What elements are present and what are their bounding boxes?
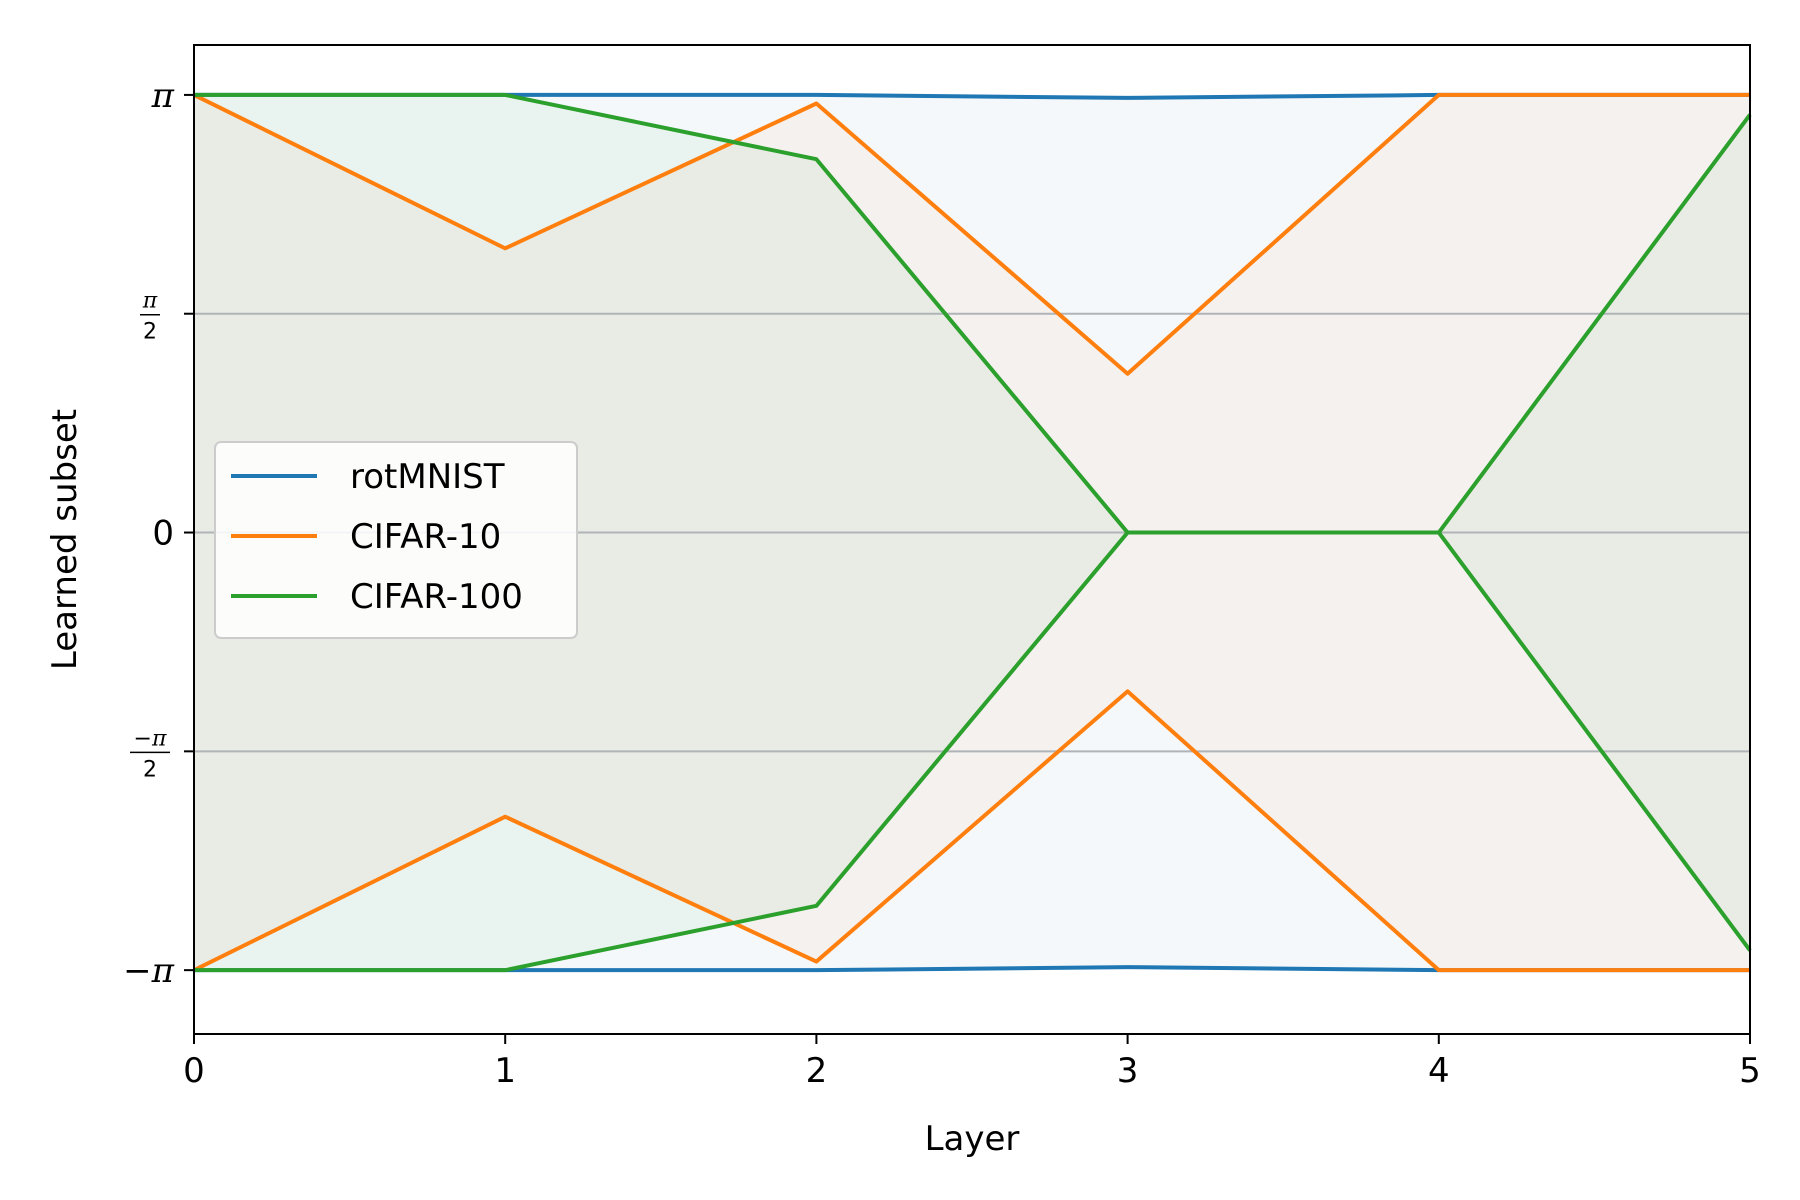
x-tick-label-6: 5 xyxy=(1739,1051,1761,1091)
y-tick-label-3: 0 xyxy=(152,514,174,554)
y-tick-label-5: −π xyxy=(123,951,175,991)
axes-layer xyxy=(193,44,1751,1035)
y-tick-label-4: −π 2 xyxy=(130,726,170,782)
legend-label-3: CIFAR-100 xyxy=(350,577,523,617)
legend-box xyxy=(214,441,578,639)
series-line-2-lower xyxy=(193,689,1750,973)
series-line-3-upper xyxy=(194,92,1752,535)
y-tick-label-1: π xyxy=(151,76,175,116)
y-tick-label-2: π2 xyxy=(140,289,160,345)
lines-layer xyxy=(193,92,1752,973)
legend-label-1: rotMNIST xyxy=(350,457,505,497)
y-tick-frac-num-4: −π xyxy=(134,726,167,751)
legend-label-2: CIFAR-10 xyxy=(350,517,501,557)
x-tick-label-5: 4 xyxy=(1428,1051,1450,1091)
series-line-3-lower xyxy=(194,530,1752,973)
plot-frame xyxy=(193,44,1751,1035)
y-axis-title: Learned subset xyxy=(45,409,85,670)
x-axis-title: Layer xyxy=(925,1119,1020,1159)
y-tick-frac-num-2: π xyxy=(142,289,158,314)
x-tick-label-4: 3 xyxy=(1117,1051,1139,1091)
y-tick-frac-den-4: 2 xyxy=(143,757,157,782)
legend: rotMNIST CIFAR-10 CIFAR-100 xyxy=(214,441,578,639)
y-tick-frac-den-2: 2 xyxy=(143,320,157,345)
x-tick-label-3: 2 xyxy=(806,1051,828,1091)
x-tick-label-1: 0 xyxy=(183,1051,205,1091)
x-tick-label-2: 1 xyxy=(494,1051,516,1091)
series-line-2-upper xyxy=(193,92,1750,376)
